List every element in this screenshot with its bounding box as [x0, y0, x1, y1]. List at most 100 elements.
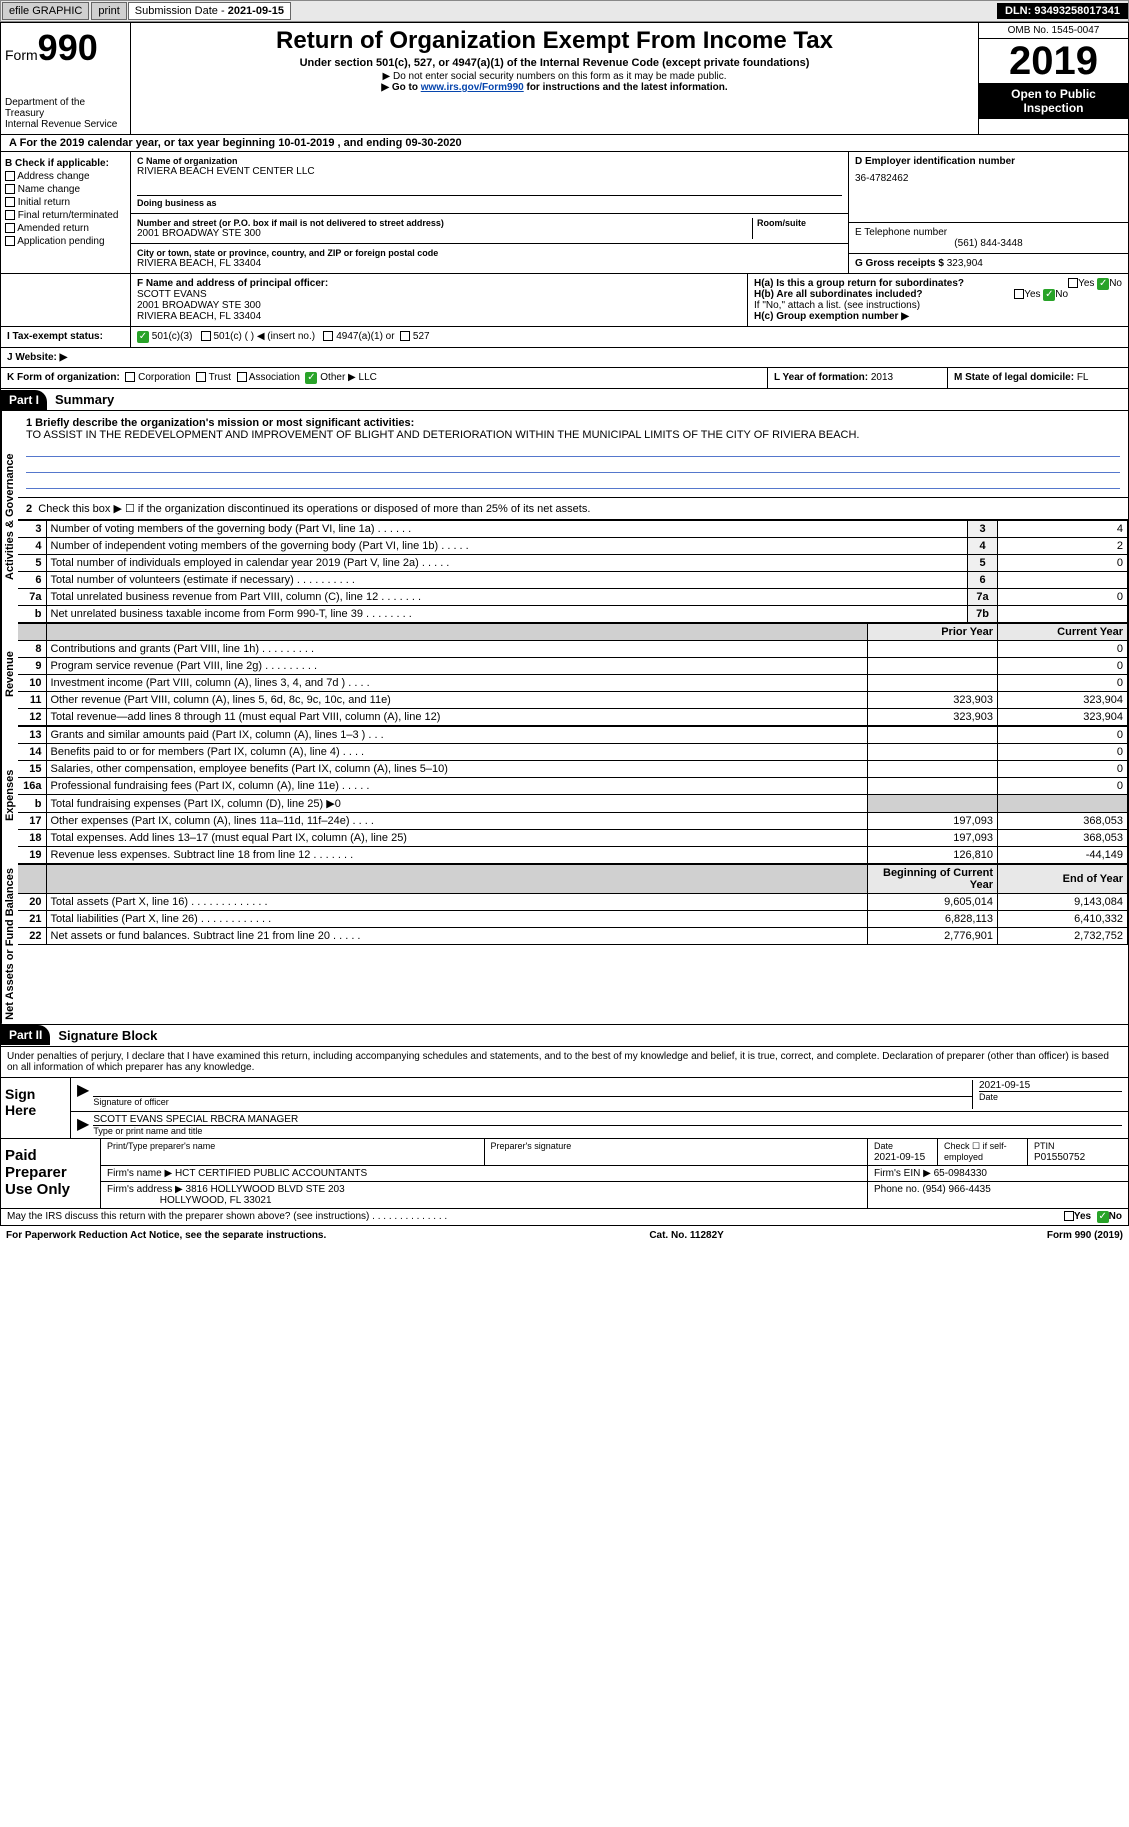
j-row: J Website: ▶: [0, 348, 1129, 368]
checkbox-icon[interactable]: [237, 372, 247, 382]
paperwork-notice: For Paperwork Reduction Act Notice, see …: [6, 1230, 326, 1241]
checkbox-icon[interactable]: [1014, 289, 1024, 299]
check-label: Initial return: [18, 197, 70, 208]
table-row: 5Total number of individuals employed in…: [18, 555, 1128, 572]
no-label: No: [1055, 289, 1068, 300]
officer-print-name: SCOTT EVANS SPECIAL RBCRA MANAGER: [93, 1114, 298, 1125]
table-row: 18Total expenses. Add lines 13–17 (must …: [18, 830, 1128, 847]
open-inspection: Open to Public Inspection: [979, 83, 1128, 119]
checkbox-icon[interactable]: [201, 331, 211, 341]
tax-status-label: I Tax-exempt status:: [7, 331, 103, 342]
checkbox-icon[interactable]: [400, 331, 410, 341]
print-button[interactable]: print: [91, 2, 126, 20]
governance-table: 3Number of voting members of the governi…: [18, 520, 1128, 623]
dln-label: DLN: 93493258017341: [997, 3, 1128, 19]
netassets-table: Beginning of Current YearEnd of Year20To…: [18, 864, 1128, 945]
exp-side-label: Expenses: [1, 726, 18, 864]
domicile-value: FL: [1077, 372, 1089, 383]
box-b: B Check if applicable: Address change Na…: [1, 152, 131, 273]
hb-note: If "No," attach a list. (see instruction…: [754, 300, 1122, 311]
yes-label: Yes: [1078, 278, 1094, 289]
checkbox-icon: [5, 171, 15, 181]
revenue-section: Revenue Prior YearCurrent Year8Contribut…: [0, 623, 1129, 726]
header-mid: Return of Organization Exempt From Incom…: [131, 23, 978, 134]
self-employed-check[interactable]: Check ☐ if self-employed: [938, 1139, 1028, 1165]
sign-here-label: Sign Here: [1, 1078, 71, 1138]
box-c: C Name of organization RIVIERA BEACH EVE…: [131, 152, 848, 273]
firm-ein-label: Firm's EIN ▶: [874, 1168, 931, 1179]
ptin-value: P01550752: [1034, 1152, 1085, 1163]
preparer-block: Paid Preparer Use Only Print/Type prepar…: [0, 1139, 1129, 1209]
note2-b: for instructions and the latest informat…: [524, 82, 728, 93]
check-pending[interactable]: Application pending: [5, 236, 126, 247]
dba-label: Doing business as: [137, 198, 217, 208]
firm-addr-label: Firm's address ▶: [107, 1184, 183, 1195]
officer-name: SCOTT EVANS: [137, 289, 207, 300]
prep-name-label: Print/Type preparer's name: [107, 1141, 215, 1151]
tax-period: A For the 2019 calendar year, or tax yea…: [0, 135, 1129, 152]
discuss-text: May the IRS discuss this return with the…: [7, 1211, 447, 1223]
dept-label: Department of the Treasury Internal Reve…: [5, 97, 126, 130]
irs-link[interactable]: www.irs.gov/Form990: [421, 82, 524, 93]
print-name-label: Type or print name and title: [93, 1125, 1122, 1136]
checkbox-icon: [5, 210, 15, 220]
check-name-change[interactable]: Name change: [5, 184, 126, 195]
opt-trust: Trust: [209, 372, 231, 383]
top-toolbar: efile GRAPHIC print Submission Date - 20…: [0, 0, 1129, 22]
check-label: Application pending: [17, 236, 104, 247]
city-label: City or town, state or province, country…: [137, 248, 842, 258]
governance-section: Activities & Governance 1 Briefly descri…: [0, 411, 1129, 623]
checkbox-icon[interactable]: [1064, 1211, 1074, 1221]
checkbox-icon: [5, 197, 15, 207]
check-label: Name change: [18, 184, 80, 195]
arrow-icon: ▶: [77, 1080, 89, 1109]
check-label: Address change: [17, 171, 89, 182]
opt-corp: Corporation: [138, 372, 190, 383]
addr-label: Number and street (or P.O. box if mail i…: [137, 218, 752, 228]
table-row: 22Net assets or fund balances. Subtract …: [18, 928, 1128, 945]
check-final[interactable]: Final return/terminated: [5, 210, 126, 221]
page-footer: For Paperwork Reduction Act Notice, see …: [0, 1226, 1129, 1245]
year-formation: 2013: [871, 372, 893, 383]
officer-label: F Name and address of principal officer:: [137, 278, 328, 289]
efile-button[interactable]: efile GRAPHIC: [2, 2, 89, 20]
firm-addr: 3816 HOLLYWOOD BLVD STE 203: [186, 1184, 345, 1195]
check-label: Amended return: [17, 223, 89, 234]
netassets-section: Net Assets or Fund Balances Beginning of…: [0, 864, 1129, 1025]
expenses-section: Expenses 13Grants and similar amounts pa…: [0, 726, 1129, 864]
revenue-table: Prior YearCurrent Year8Contributions and…: [18, 623, 1128, 726]
part1-title: Summary: [47, 389, 122, 410]
ein-value: 36-4782462: [855, 173, 1122, 184]
table-row: 15Salaries, other compensation, employee…: [18, 761, 1128, 778]
table-row: 7aTotal unrelated business revenue from …: [18, 589, 1128, 606]
table-row: 19Revenue less expenses. Subtract line 1…: [18, 847, 1128, 864]
check-amended[interactable]: Amended return: [5, 223, 126, 234]
table-row: 8Contributions and grants (Part VIII, li…: [18, 641, 1128, 658]
mission-label: 1 Briefly describe the organization's mi…: [26, 417, 414, 429]
table-row: 14Benefits paid to or for members (Part …: [18, 744, 1128, 761]
checkbox-icon: [5, 223, 15, 233]
no-label: No: [1109, 1211, 1122, 1222]
table-row: 21Total liabilities (Part X, line 26) . …: [18, 911, 1128, 928]
checkbox-icon[interactable]: [125, 372, 135, 382]
discuss-row: May the IRS discuss this return with the…: [0, 1209, 1129, 1226]
officer-addr2: RIVIERA BEACH, FL 33404: [137, 311, 261, 322]
preparer-label: Paid Preparer Use Only: [1, 1139, 101, 1208]
check-icon: ✓: [1097, 1211, 1109, 1223]
table-row: 11Other revenue (Part VIII, column (A), …: [18, 692, 1128, 709]
org-name-label: C Name of organization: [137, 156, 842, 166]
no-label: No: [1109, 278, 1122, 289]
checkbox-icon[interactable]: [1068, 278, 1078, 288]
checkbox-icon[interactable]: [196, 372, 206, 382]
check-address-change[interactable]: Address change: [5, 171, 126, 182]
check-icon: ✓: [1097, 278, 1109, 290]
rev-side-label: Revenue: [1, 623, 18, 726]
yes-label: Yes: [1024, 289, 1040, 300]
domicile-label: M State of legal domicile:: [954, 372, 1074, 383]
hb-label: H(b) Are all subordinates included?: [754, 289, 923, 300]
checkbox-icon[interactable]: [323, 331, 333, 341]
check-label: Final return/terminated: [18, 210, 119, 221]
room-label: Room/suite: [757, 218, 842, 228]
check-initial[interactable]: Initial return: [5, 197, 126, 208]
opt-527: 527: [413, 331, 430, 342]
